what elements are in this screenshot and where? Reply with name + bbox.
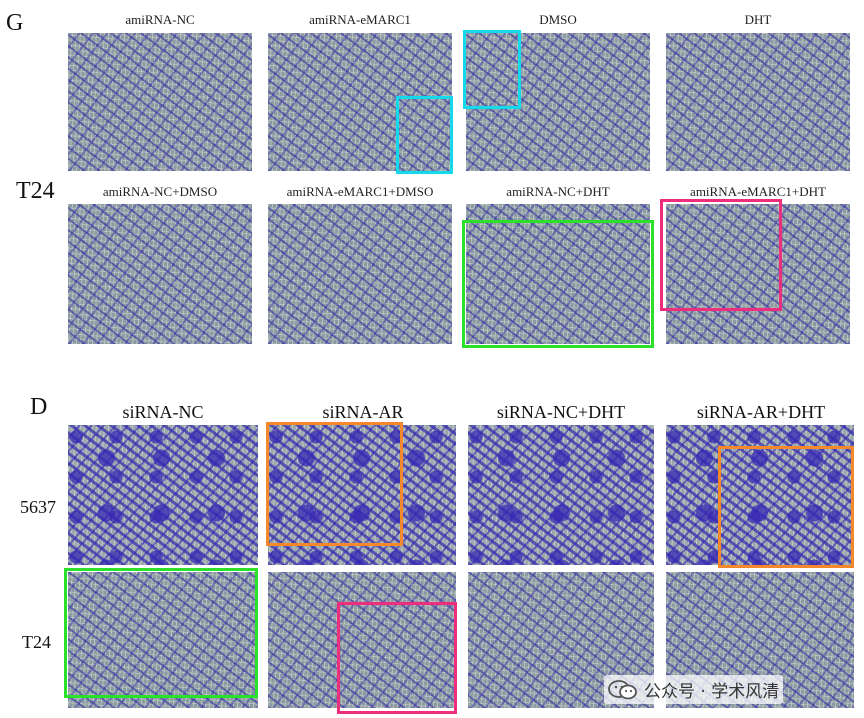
d-col-label-4: siRNA-AR+DHT xyxy=(696,402,826,422)
watermark: 公众号 · 学术风清 xyxy=(604,675,784,704)
g-micrograph-amirna-nc xyxy=(68,33,252,171)
g-micrograph-amirna-nc-dht xyxy=(466,204,650,344)
d-col-label-1: siRNA-NC xyxy=(122,402,204,422)
g-micrograph-dht xyxy=(666,33,850,171)
d-micrograph-5637-sirna-nc xyxy=(68,425,258,565)
g-col-label-1: amiRNA-NC xyxy=(125,12,195,27)
g-col-label-7: amiRNA-NC+DHT xyxy=(506,184,610,199)
wechat-icon xyxy=(608,679,637,699)
g-col-label-4: DHT xyxy=(744,12,772,27)
g-col-label-3: DMSO xyxy=(539,12,577,27)
g-highlight-box-magenta xyxy=(660,199,782,311)
d-row-label-5637: 5637 xyxy=(20,497,56,517)
g-highlight-box-green xyxy=(462,220,654,348)
g-highlight-box-cyan-2 xyxy=(463,30,521,109)
g-micrograph-amirna-nc-dmso xyxy=(68,204,252,344)
d-micrograph-5637-sirna-ar xyxy=(268,425,456,565)
d-highlight-box-orange-1 xyxy=(266,422,403,546)
g-col-label-8: amiRNA-eMARC1+DHT xyxy=(690,184,826,199)
figure-g-letter: G xyxy=(6,10,24,36)
d-micrograph-t24-sirna-ar-dht xyxy=(666,572,854,708)
g-micrograph-dmso xyxy=(466,33,650,171)
g-col-label-6: amiRNA-eMARC1+DMSO xyxy=(286,184,434,199)
g-col-label-5: amiRNA-NC+DMSO xyxy=(102,184,218,199)
g-micrograph-amirna-emarc1-dht xyxy=(666,204,850,344)
g-highlight-box-cyan-1 xyxy=(396,96,453,174)
g-col-label-2: amiRNA-eMARC1 xyxy=(309,12,411,27)
g-micrograph-amirna-emarc1-dmso xyxy=(268,204,452,344)
d-micrograph-5637-sirna-nc-dht xyxy=(468,425,654,565)
d-highlight-box-magenta xyxy=(337,602,457,714)
figure-d-letter: D xyxy=(30,394,48,420)
d-col-label-3: siRNA-NC+DHT xyxy=(496,402,626,422)
d-micrograph-t24-sirna-nc xyxy=(68,572,258,708)
d-col-label-2: siRNA-AR xyxy=(322,402,404,422)
g-micrograph-amirna-emarc1 xyxy=(268,33,452,171)
d-micrograph-t24-sirna-ar xyxy=(268,572,456,708)
watermark-text: 公众号 · 学术风清 xyxy=(644,682,780,702)
figure-g-row-label: T24 xyxy=(16,178,55,204)
d-row-label-t24: T24 xyxy=(22,632,51,652)
d-highlight-box-green xyxy=(64,568,258,698)
d-highlight-box-orange-2 xyxy=(718,446,854,568)
